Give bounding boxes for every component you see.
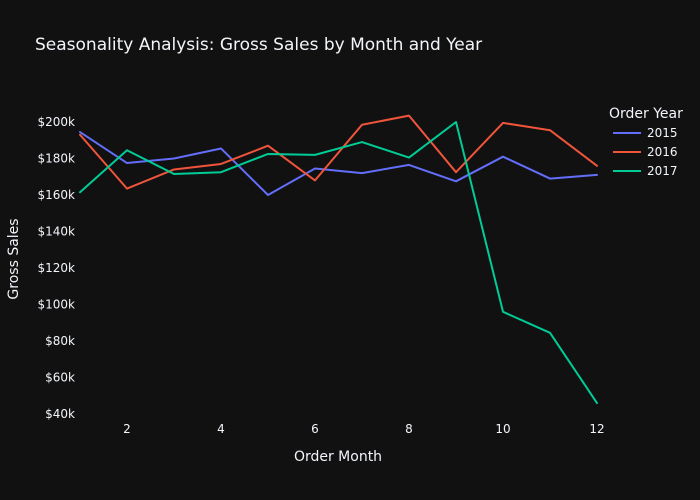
legend-item-2016[interactable]: 2016 [613,145,678,159]
y-tick-label: $100k [38,298,76,312]
legend[interactable]: Order Year 2015 2016 2017 [609,106,683,178]
legend-label: 2017 [647,164,678,178]
y-axis-title: Gross Sales [6,218,22,299]
x-tick-label: 10 [495,422,510,436]
y-tick-label: $200k [38,115,76,129]
chart-title: Seasonality Analysis: Gross Sales by Mon… [35,35,482,55]
y-tick-label: $120k [38,261,76,275]
x-tick-label: 4 [217,422,225,436]
series-line-2017[interactable] [79,121,598,405]
y-tick-label: $180k [38,152,76,166]
y-tick-label: $40k [45,407,75,421]
x-axis-title: Order Month [294,449,382,465]
y-tick-label: $140k [38,225,76,239]
y-tick-label: $80k [45,334,75,348]
x-axis: 2 4 6 8 10 12 [123,422,604,436]
legend-item-2017[interactable]: 2017 [613,164,678,178]
legend-title: Order Year [609,106,683,122]
y-tick-label: $60k [45,371,75,385]
x-tick-label: 6 [311,422,319,436]
x-tick-label: 8 [405,422,413,436]
x-tick-label: 2 [123,422,131,436]
series-line-2015[interactable] [79,131,598,196]
series-line-2016[interactable] [79,114,598,190]
legend-label: 2015 [647,126,678,140]
legend-label: 2016 [647,145,678,159]
x-tick-label: 12 [589,422,604,436]
plot-area [79,114,598,405]
y-axis: $40k $60k $80k $100k $120k $140k $160k $180k $20… [38,115,76,421]
y-tick-label: $160k [38,188,76,202]
legend-item-2015[interactable]: 2015 [613,126,678,140]
